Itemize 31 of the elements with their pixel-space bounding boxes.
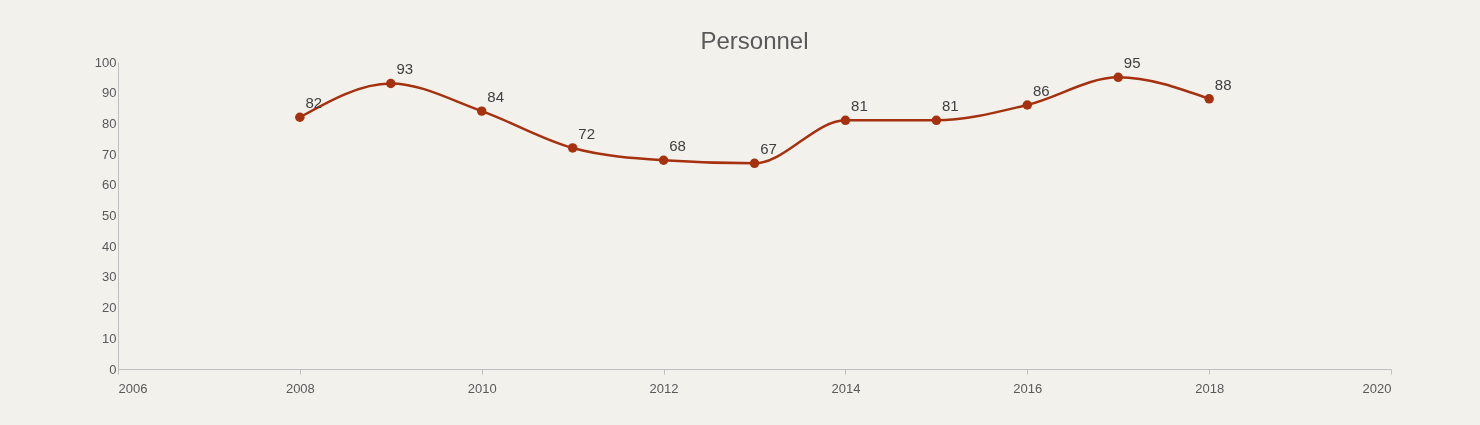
x-tick-label: 2018 [1195,380,1225,396]
data-label: 67 [760,140,777,158]
y-tick-label: 20 [102,300,117,316]
y-tick-label: 0 [109,361,117,377]
chart-title: Personnel [700,27,809,54]
x-tick-label: 2006 [118,380,148,396]
y-tick-label: 30 [102,269,117,285]
x-tick-label: 2020 [1362,380,1392,396]
y-tick-label: 70 [102,146,117,162]
y-tick-label: 50 [102,208,117,223]
x-tick-label: 2016 [1013,380,1043,396]
data-label: 81 [851,97,868,115]
data-label: 72 [578,124,595,142]
x-tick-label: 2014 [831,380,861,396]
data-label: 88 [1214,75,1232,93]
x-tick-label: 2012 [649,380,679,396]
x-tick-label: 2008 [285,380,315,396]
data-label: 81 [942,97,959,115]
x-tick-label: 2010 [467,380,497,396]
y-tick-label: 100 [94,54,117,70]
data-label: 82 [305,94,323,112]
data-label: 86 [1032,81,1050,99]
data-label: 68 [669,137,686,155]
y-tick-label: 10 [102,330,117,346]
data-label: 93 [396,60,414,78]
y-tick-label: 60 [102,177,117,193]
y-tick-label: 90 [102,85,117,101]
data-label: 95 [1123,54,1141,72]
data-label: 84 [487,88,505,106]
y-tick-label: 40 [102,238,117,254]
y-tick-label: 80 [102,115,117,131]
